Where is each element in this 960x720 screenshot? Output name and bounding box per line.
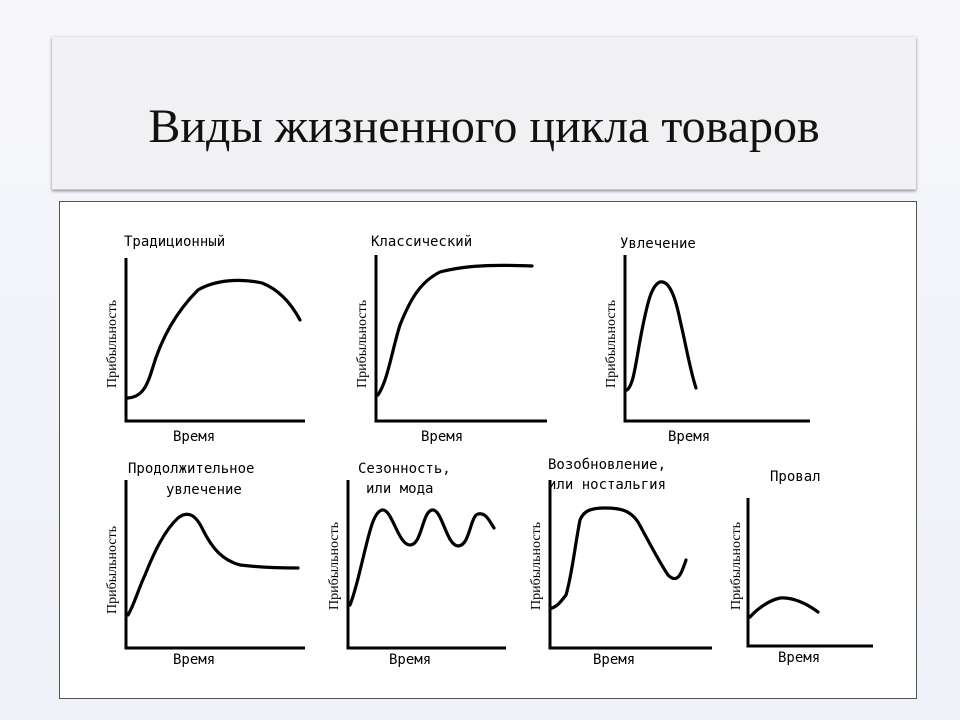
panel-traditional: Традиционный Прибыльность Время bbox=[105, 234, 305, 445]
axes bbox=[374, 255, 547, 423]
panel-classic: Классический Прибыльность Время bbox=[355, 234, 547, 445]
axes bbox=[124, 480, 305, 650]
panel-title: Традиционный bbox=[124, 234, 225, 250]
panel-title: Увлечение bbox=[620, 236, 696, 252]
life-cycle-curve bbox=[348, 508, 496, 607]
axes bbox=[346, 480, 506, 650]
x-axis-label: Время bbox=[421, 429, 463, 445]
life-cycle-curve bbox=[550, 506, 688, 610]
x-axis-label: Время bbox=[778, 650, 820, 666]
life-cycle-curve bbox=[376, 263, 534, 397]
y-axis-label: Прибыльность bbox=[355, 300, 370, 388]
slide-title: Виды жизненного цикла товаров bbox=[148, 100, 820, 153]
panel-bust: Провал Прибыльность Время bbox=[729, 469, 873, 666]
y-axis-label: Прибыльность bbox=[327, 522, 342, 610]
axes bbox=[746, 498, 873, 648]
life-cycle-curve bbox=[126, 278, 302, 400]
x-axis-label: Время bbox=[173, 652, 215, 668]
panel-title: Провал bbox=[770, 469, 821, 485]
y-axis-label: Прибыльность bbox=[529, 522, 544, 610]
y-axis-label: Прибыльность bbox=[729, 522, 744, 610]
x-axis-label: Время bbox=[668, 429, 710, 445]
diagram-frame bbox=[59, 201, 917, 699]
axes bbox=[124, 258, 305, 423]
panel-revival: Возобновление, или ностальгия Прибыльнос… bbox=[529, 457, 712, 668]
panel-title-line-2: или ностальгия bbox=[548, 477, 666, 493]
panel-fad: Увлечение Прибыльность Время bbox=[604, 236, 810, 445]
life-cycle-curve bbox=[126, 512, 300, 617]
panel-extended-fad: Продолжительное увлечение Прибыльность В… bbox=[105, 461, 305, 668]
y-axis-label: Прибыльность bbox=[105, 526, 120, 614]
panel-title: Классический bbox=[371, 234, 472, 250]
x-axis-label: Время bbox=[593, 652, 635, 668]
panel-title-line-2: увлечение bbox=[166, 482, 242, 498]
y-axis-label: Прибыльность bbox=[105, 300, 120, 388]
y-axis-label: Прибыльность bbox=[604, 300, 619, 388]
axes bbox=[623, 255, 810, 423]
panel-title-line-1: Продолжительное bbox=[128, 461, 254, 477]
x-axis-label: Время bbox=[389, 652, 431, 668]
life-cycle-curve bbox=[625, 280, 698, 392]
panel-title-line-1: Сезонность, bbox=[358, 461, 451, 477]
panel-seasonal: Сезонность, или мода Прибыльность Время bbox=[327, 461, 506, 668]
x-axis-label: Время bbox=[173, 429, 215, 445]
panel-title-line-1: Возобновление, bbox=[548, 457, 666, 473]
title-box: Виды жизненного цикла товаров bbox=[52, 37, 916, 190]
panel-title-line-2: или мода bbox=[366, 481, 433, 497]
life-cycle-curve bbox=[748, 596, 820, 619]
axes bbox=[548, 480, 712, 650]
